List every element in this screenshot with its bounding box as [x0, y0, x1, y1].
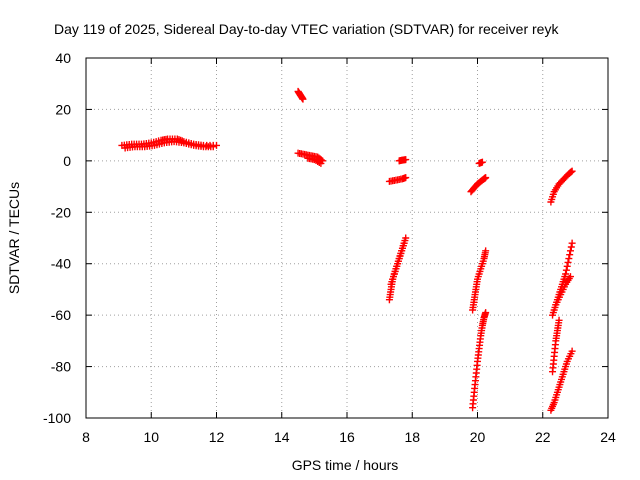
- series-arc-5: [385, 174, 410, 185]
- data-point: [213, 141, 220, 149]
- data-point: [563, 262, 571, 270]
- data-point: [568, 239, 576, 247]
- y-axis-label: SDTVAR / TECUs: [6, 182, 22, 294]
- data-marks: [118, 87, 576, 414]
- y-tick-label: -60: [51, 307, 71, 323]
- grid-lines: [86, 58, 608, 418]
- series-arc-14: [547, 347, 576, 414]
- data-point: [555, 316, 563, 324]
- data-point: [317, 159, 325, 167]
- data-point: [400, 239, 408, 247]
- y-tick-label: 20: [55, 101, 71, 117]
- series-arc-13: [552, 273, 574, 309]
- data-point: [299, 95, 307, 103]
- data-point: [566, 251, 574, 259]
- x-tick-label: 10: [143, 429, 159, 445]
- x-axis-label: GPS time / hours: [292, 457, 399, 473]
- series-arc-8: [467, 174, 490, 196]
- data-point: [209, 143, 217, 151]
- data-point: [566, 273, 574, 281]
- y-tick-label: -40: [51, 256, 71, 272]
- x-tick-label: 16: [339, 429, 355, 445]
- series-arc-9: [469, 247, 490, 314]
- y-tick-label: 0: [63, 153, 71, 169]
- x-tick-label: 8: [82, 429, 90, 445]
- chart-title: Day 119 of 2025, Sidereal Day-to-day VTE…: [54, 21, 559, 37]
- data-point: [562, 266, 570, 274]
- series-arc-3b: [304, 154, 325, 167]
- data-point: [568, 347, 576, 355]
- y-axis-ticks: 40 20 0 -20 -40 -60 -80 -100: [43, 50, 608, 426]
- series-arc-7: [475, 158, 486, 167]
- series-arc-11: [547, 167, 576, 206]
- data-point: [482, 247, 490, 255]
- y-tick-label: -100: [43, 410, 71, 426]
- data-point: [482, 174, 490, 182]
- series-arc-2: [294, 87, 307, 103]
- data-point: [564, 258, 572, 266]
- y-tick-label: -80: [51, 359, 71, 375]
- data-point: [478, 158, 486, 166]
- series-arc-6b: [387, 239, 408, 288]
- series-arc-12b: [549, 316, 563, 376]
- data-point: [565, 255, 573, 263]
- data-point: [482, 309, 490, 317]
- x-tick-label: 18: [404, 429, 420, 445]
- data-point: [562, 270, 570, 278]
- x-tick-label: 22: [535, 429, 551, 445]
- data-point: [567, 243, 575, 251]
- x-tick-label: 24: [600, 429, 616, 445]
- data-point: [402, 174, 410, 182]
- data-point: [568, 167, 576, 175]
- x-tick-label: 14: [274, 429, 290, 445]
- y-tick-label: -20: [51, 204, 71, 220]
- y-tick-label: 40: [55, 50, 71, 66]
- data-point: [566, 247, 574, 255]
- x-tick-label: 12: [209, 429, 225, 445]
- x-axis-ticks: 8 10 12 14 16 18 20 22 24: [82, 58, 616, 445]
- data-point: [402, 234, 410, 242]
- x-tick-label: 20: [470, 429, 486, 445]
- series-arc-1b: [121, 138, 217, 152]
- data-point: [402, 156, 410, 164]
- data-point: [315, 158, 323, 166]
- series-arc-4: [395, 156, 410, 165]
- series-arc-10: [469, 309, 490, 412]
